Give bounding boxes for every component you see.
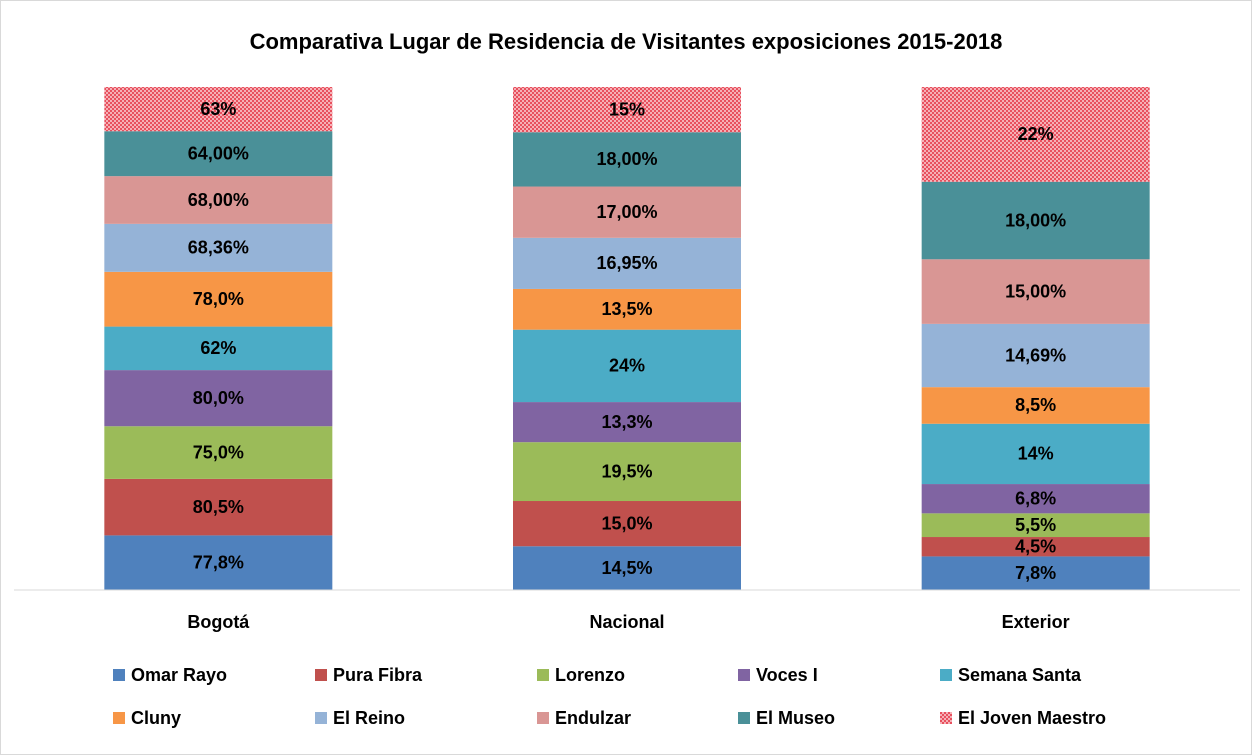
bar-segment — [513, 288, 741, 330]
data-label: 5,5% — [1015, 515, 1056, 535]
data-label: 16,95% — [596, 253, 657, 273]
data-label: 14% — [1018, 444, 1054, 464]
bar-segment — [513, 501, 741, 547]
data-label: 19,5% — [601, 461, 652, 481]
bar-segment — [921, 556, 1150, 590]
bar-segment — [921, 181, 1150, 260]
data-label: 80,0% — [193, 388, 244, 408]
chart-title: Comparativa Lugar de Residencia de Visit… — [250, 29, 1003, 54]
bar-segment — [921, 87, 1150, 182]
data-label: 6,8% — [1015, 488, 1056, 508]
legend-label: El Reino — [333, 708, 405, 728]
bar-segment — [104, 271, 333, 327]
legend-label: El Museo — [756, 708, 835, 728]
bar-segment — [104, 370, 333, 427]
bar-segment — [921, 537, 1150, 557]
legend-swatch — [315, 712, 327, 724]
data-label: 4,5% — [1015, 536, 1056, 556]
bar-segment — [513, 442, 741, 502]
data-label: 68,36% — [188, 238, 249, 258]
data-label: 64,00% — [188, 143, 249, 163]
legend-swatch — [113, 669, 125, 681]
legend-label: Voces I — [756, 665, 818, 685]
bar-segment — [104, 535, 333, 590]
legend-label: Cluny — [131, 708, 181, 728]
x-tick-label: Bogotá — [187, 612, 250, 632]
data-label: 13,3% — [601, 412, 652, 432]
data-label: 68,00% — [188, 190, 249, 210]
data-label: 18,00% — [1005, 210, 1066, 230]
data-label: 15,00% — [1005, 281, 1066, 301]
data-label: 18,00% — [596, 149, 657, 169]
bar-segment — [921, 387, 1150, 424]
bar-segment — [104, 176, 333, 224]
legend-swatch — [315, 669, 327, 681]
x-tick-label: Nacional — [589, 612, 664, 632]
bar-segment — [921, 513, 1150, 538]
bar-segment — [104, 223, 333, 272]
bar-segment — [104, 87, 333, 132]
legend-label: Endulzar — [555, 708, 631, 728]
legend-swatch — [537, 712, 549, 724]
bar-segment — [921, 423, 1150, 485]
legend-label: Pura Fibra — [333, 665, 423, 685]
legend-label: Omar Rayo — [131, 665, 227, 685]
data-label: 24% — [609, 356, 645, 376]
legend-label: El Joven Maestro — [958, 708, 1106, 728]
data-label: 15% — [609, 99, 645, 119]
bar-segment — [104, 326, 333, 371]
data-label: 8,5% — [1015, 395, 1056, 415]
data-label: 63% — [200, 99, 236, 119]
bar-segment — [104, 131, 333, 177]
data-label: 80,5% — [193, 497, 244, 517]
bar-segment — [513, 402, 741, 443]
legend-label: Semana Santa — [958, 665, 1082, 685]
bar-segment — [513, 132, 741, 187]
x-tick-label: Exterior — [1002, 612, 1070, 632]
legend-label: Lorenzo — [555, 665, 625, 685]
bar-segment — [921, 259, 1150, 324]
data-label: 22% — [1018, 124, 1054, 144]
data-label: 7,8% — [1015, 563, 1056, 583]
legend-swatch — [738, 712, 750, 724]
bar-segment — [513, 87, 741, 133]
legend-swatch — [940, 669, 952, 681]
data-label: 17,00% — [596, 202, 657, 222]
data-label: 62% — [200, 338, 236, 358]
data-label: 15,0% — [601, 513, 652, 533]
data-label: 78,0% — [193, 289, 244, 309]
legend-swatch — [940, 712, 952, 724]
bar-segment — [513, 546, 741, 590]
data-label: 13,5% — [601, 299, 652, 319]
bar-segment — [513, 237, 741, 289]
data-label: 14,69% — [1005, 345, 1066, 365]
bar-segment — [104, 426, 333, 479]
bar-segment — [513, 329, 741, 403]
legend-swatch — [738, 669, 750, 681]
bar-segment — [104, 478, 333, 536]
legend-swatch — [537, 669, 549, 681]
legend-swatch — [113, 712, 125, 724]
data-label: 77,8% — [193, 552, 244, 572]
data-label: 75,0% — [193, 442, 244, 462]
bar-segment — [921, 484, 1150, 514]
data-label: 14,5% — [601, 558, 652, 578]
bar-segment — [513, 186, 741, 238]
bar-segment — [921, 323, 1150, 388]
